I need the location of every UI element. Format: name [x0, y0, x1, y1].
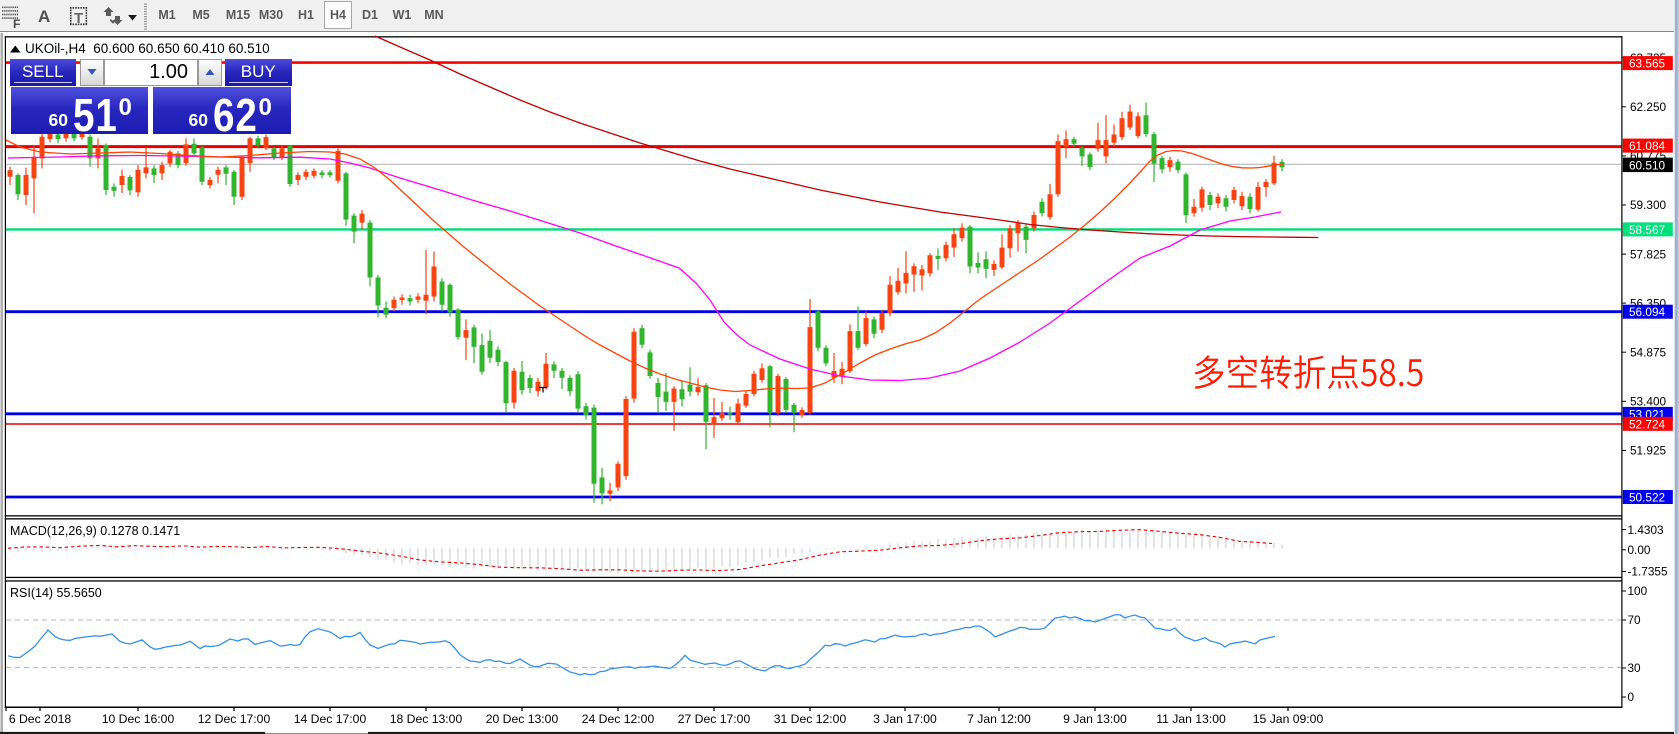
- svg-text:0: 0: [1628, 690, 1635, 704]
- svg-text:12 Dec 17:00: 12 Dec 17:00: [198, 712, 271, 726]
- svg-text:58.567: 58.567: [1629, 223, 1665, 237]
- svg-text:18 Dec 13:00: 18 Dec 13:00: [390, 712, 463, 726]
- svg-text:3 Jan 17:00: 3 Jan 17:00: [873, 712, 937, 726]
- svg-text:70: 70: [1628, 613, 1642, 627]
- svg-text:53.400: 53.400: [1630, 395, 1667, 409]
- svg-text:MACD(12,26,9) 0.1278 0.1471: MACD(12,26,9) 0.1278 0.1471: [10, 524, 180, 538]
- svg-text:RSI(14) 55.5650: RSI(14) 55.5650: [10, 586, 102, 600]
- svg-text:100: 100: [1628, 584, 1648, 598]
- svg-text:51.925: 51.925: [1630, 444, 1667, 458]
- svg-text:F: F: [13, 17, 20, 30]
- svg-text:52.724: 52.724: [1629, 417, 1666, 431]
- svg-text:T: T: [74, 10, 83, 27]
- svg-text:57.825: 57.825: [1630, 247, 1667, 261]
- svg-text:56.094: 56.094: [1629, 305, 1666, 319]
- svg-text:10 Dec 16:00: 10 Dec 16:00: [102, 712, 175, 726]
- svg-text:6 Dec 2018: 6 Dec 2018: [9, 712, 72, 726]
- svg-text:15 Jan 09:00: 15 Jan 09:00: [1253, 712, 1324, 726]
- svg-text:60.510: 60.510: [1629, 158, 1666, 172]
- svg-text:30: 30: [1628, 661, 1642, 675]
- svg-text:61.084: 61.084: [1629, 139, 1666, 153]
- svg-text:UKOil-,H4 60.600 60.650 60.41: UKOil-,H4 60.600 60.650 60.410 60.510: [25, 41, 270, 56]
- svg-text:1.4303: 1.4303: [1628, 523, 1665, 537]
- svg-text:20 Dec 13:00: 20 Dec 13:00: [486, 712, 559, 726]
- svg-text:59.300: 59.300: [1630, 198, 1667, 212]
- svg-text:50.522: 50.522: [1629, 491, 1665, 505]
- svg-text:11 Jan 13:00: 11 Jan 13:00: [1156, 712, 1226, 726]
- svg-text:54.875: 54.875: [1630, 345, 1667, 359]
- svg-text:7 Jan 12:00: 7 Jan 12:00: [967, 712, 1031, 726]
- svg-text:31 Dec 12:00: 31 Dec 12:00: [774, 712, 847, 726]
- svg-text:24 Dec 12:00: 24 Dec 12:00: [582, 712, 655, 726]
- svg-text:27 Dec 17:00: 27 Dec 17:00: [678, 712, 751, 726]
- svg-text:63.565: 63.565: [1629, 57, 1666, 71]
- svg-text:0.00: 0.00: [1628, 543, 1651, 557]
- svg-text:62.250: 62.250: [1630, 100, 1667, 114]
- svg-text:9 Jan 13:00: 9 Jan 13:00: [1063, 712, 1127, 726]
- svg-text:14 Dec 17:00: 14 Dec 17:00: [294, 712, 367, 726]
- svg-text:-1.7355: -1.7355: [1628, 565, 1668, 579]
